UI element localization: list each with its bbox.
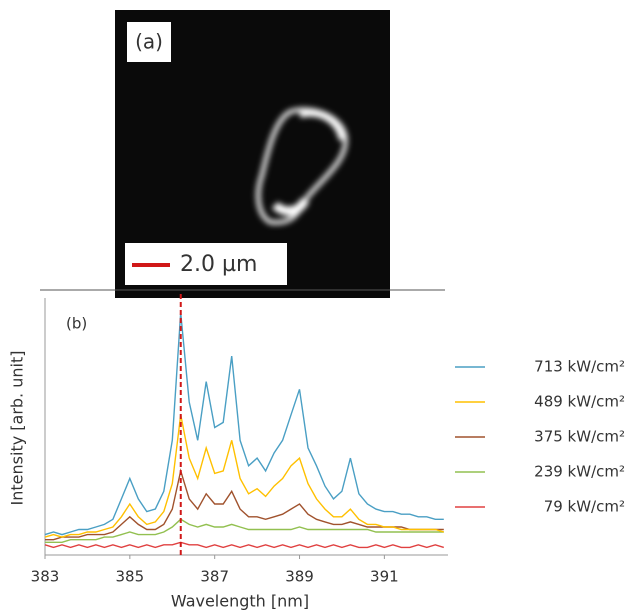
legend-label: 239 kW/cm² <box>534 463 625 481</box>
cell <box>255 107 348 226</box>
x-tick-label: 387 <box>200 568 229 586</box>
x-tick-label: 383 <box>31 568 60 586</box>
y-axis-label: Intensity [arb. unit] <box>8 351 27 506</box>
legend-label: 375 kW/cm² <box>534 428 625 446</box>
micrograph: (a) 2.0 µm <box>115 10 390 298</box>
legend-label: 489 kW/cm² <box>534 393 625 411</box>
series-line <box>45 518 444 543</box>
series-line <box>44 414 444 538</box>
x-tick-label: 389 <box>285 568 314 586</box>
panel-label: (a) <box>135 30 163 54</box>
legend-label: 713 kW/cm² <box>534 358 625 376</box>
series-line <box>44 312 444 536</box>
x-tick-label: 391 <box>370 568 399 586</box>
legend-label: 79 kW/cm² <box>544 498 625 516</box>
x-axis-label: Wavelength [nm] <box>171 592 309 611</box>
label-box <box>127 22 171 62</box>
panel-label: (b) <box>66 315 87 333</box>
series-line <box>45 468 444 541</box>
scale-text: 2.0 µm <box>180 252 257 277</box>
series-line <box>44 541 445 549</box>
x-tick-label: 385 <box>116 568 145 586</box>
